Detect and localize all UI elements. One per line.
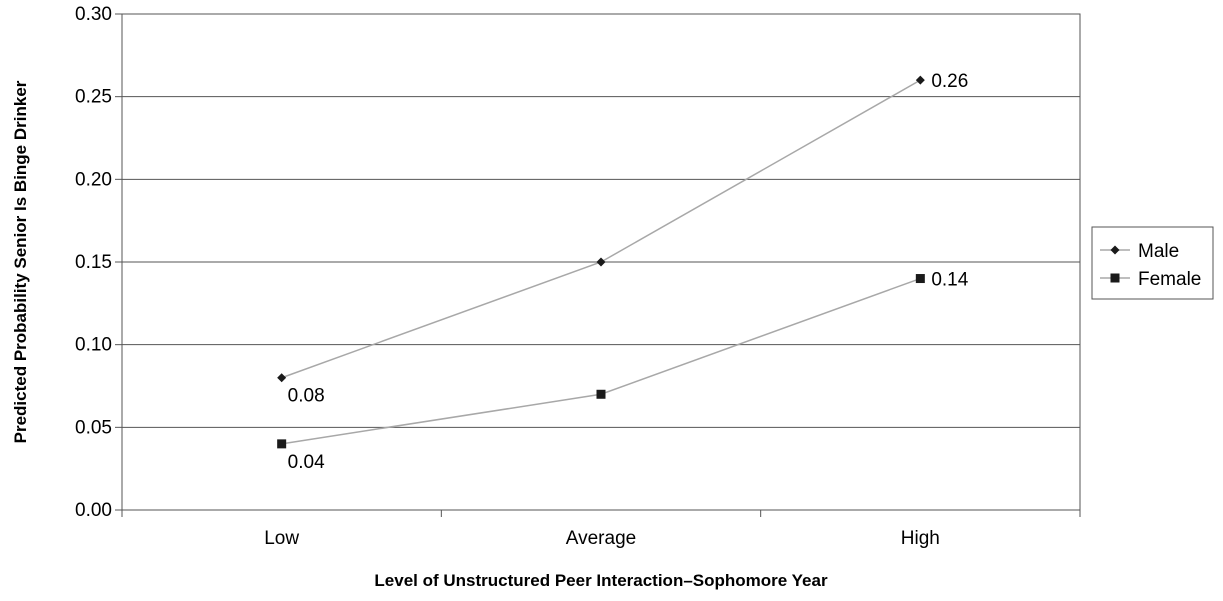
legend-marker-male — [1110, 245, 1120, 255]
series-line-female — [281, 277, 921, 445]
legend-marker-female — [1110, 273, 1120, 283]
point-female — [596, 389, 606, 399]
legend: Male Female — [1091, 226, 1214, 300]
y-axis-title: Predicted Probability Senior Is Binge Dr… — [11, 80, 30, 443]
x-tick-label: High — [901, 528, 940, 549]
point-male — [915, 75, 925, 85]
point-female — [277, 439, 287, 449]
y-tick-label: 0.20 — [75, 169, 112, 190]
x-axis-title: Level of Unstructured Peer Interaction–S… — [374, 571, 828, 590]
y-tick-label: 0.10 — [75, 335, 112, 356]
legend-box — [1091, 226, 1214, 300]
y-tick-label: 0.30 — [75, 4, 112, 25]
series-line-male — [281, 79, 921, 379]
x-tick-label: Low — [264, 528, 299, 549]
series-group — [277, 75, 925, 449]
data-labels: 0.08 0.26 0.04 0.14 — [288, 71, 969, 473]
point-female — [915, 274, 925, 284]
y-tick-label: 0.05 — [75, 417, 112, 438]
y-tick-label: 0.25 — [75, 87, 112, 108]
x-tick-label: Average — [566, 528, 636, 549]
legend-label: Female — [1138, 269, 1201, 290]
data-label: 0.14 — [931, 270, 968, 291]
y-tick-label: 0.15 — [75, 252, 112, 273]
axes: 0.00 0.05 0.10 0.15 0.20 0.25 0.30 Low Average Hi… — [75, 4, 1081, 549]
point-male — [596, 257, 606, 267]
data-label: 0.08 — [288, 386, 325, 407]
point-male — [277, 373, 287, 383]
y-tick-label: 0.00 — [75, 500, 112, 521]
legend-label: Male — [1138, 241, 1179, 262]
data-label: 0.04 — [288, 452, 325, 473]
data-label: 0.26 — [931, 71, 968, 92]
